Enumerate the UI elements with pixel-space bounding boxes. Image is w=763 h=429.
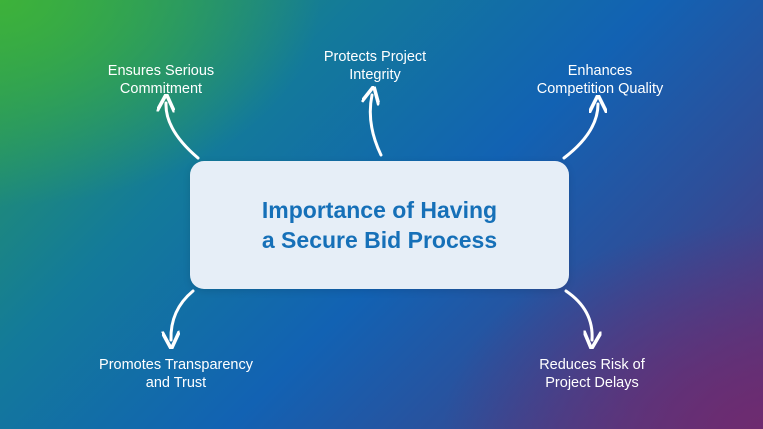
node-promotes-transparency: Promotes Transparency and Trust — [86, 356, 266, 392]
arrow-protects-integrity — [370, 95, 383, 157]
node-label-line2: Competition Quality — [536, 81, 664, 97]
arrow-reduces-risk — [564, 289, 592, 340]
node-label-line2: Project Delays — [545, 375, 639, 391]
node-label-line1: Protects Project — [323, 49, 427, 65]
center-title-line1: Importance of Having — [261, 197, 498, 223]
center-title-line2: a Secure Bid Process — [261, 227, 498, 253]
node-protects-integrity: Protects Project Integrity — [300, 48, 450, 84]
center-topic-box: Importance of Having a Secure Bid Proces… — [190, 161, 569, 289]
arrow-enhances-quality — [562, 104, 598, 160]
node-label-line1: Promotes Transparency — [99, 357, 253, 373]
node-reduces-risk: Reduces Risk of Project Delays — [517, 356, 667, 392]
node-label-line1: Ensures Serious — [107, 63, 215, 79]
node-label-line2: Integrity — [349, 67, 401, 83]
node-label-line1: Reduces Risk of — [539, 357, 645, 373]
node-ensures-commitment: Ensures Serious Commitment — [86, 62, 236, 98]
node-enhances-quality: Enhances Competition Quality — [515, 62, 685, 98]
node-label-line2: and Trust — [145, 375, 207, 391]
arrow-promotes-transparency — [171, 289, 195, 340]
node-label-line1: Enhances — [567, 63, 633, 79]
arrow-ensures-commitment — [166, 103, 200, 160]
node-label-line2: Commitment — [119, 81, 203, 97]
